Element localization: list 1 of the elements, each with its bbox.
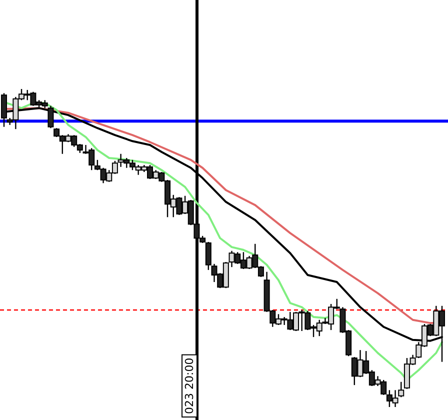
annotation: 023 20:00 [183,358,196,414]
